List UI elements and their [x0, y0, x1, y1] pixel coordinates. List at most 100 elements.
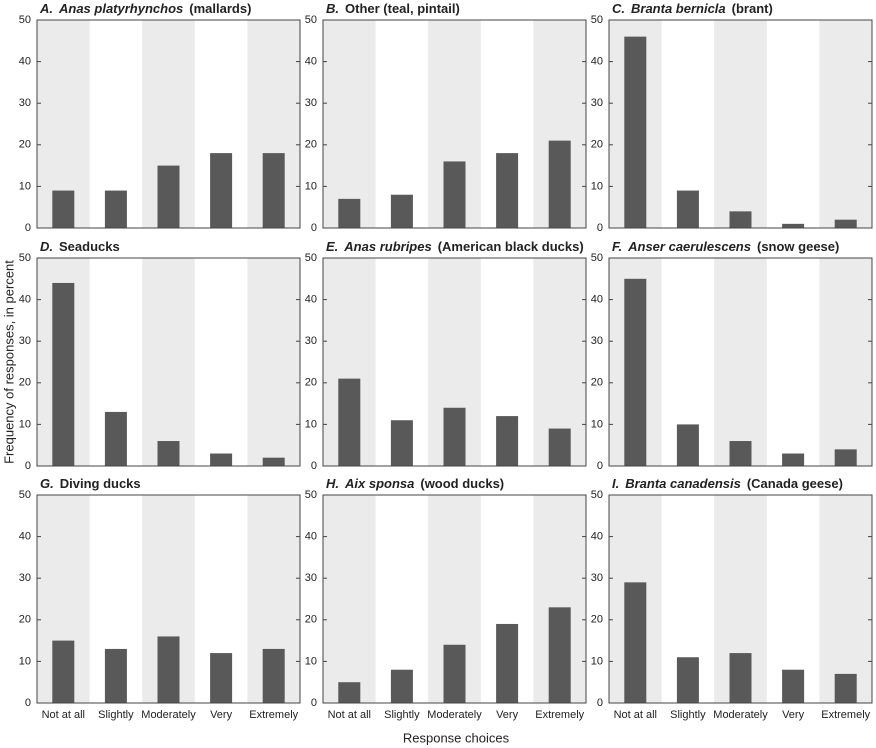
y-tick-label: 10	[305, 655, 317, 667]
bar	[676, 190, 699, 228]
bar	[624, 582, 647, 703]
plot-frame	[608, 494, 873, 704]
band-shade	[714, 258, 767, 466]
panel-title-part: Aix sponsa	[344, 476, 414, 491]
panel-label: F.	[612, 239, 622, 254]
panel-title-part: Anas platyrhynchos	[58, 1, 183, 16]
panel-label: I.	[612, 476, 619, 491]
panel-title: D. Seaducks	[40, 239, 120, 254]
panel-title-part: (snow geese)	[757, 239, 839, 254]
plot-frame	[608, 19, 873, 229]
y-tick-label: 20	[591, 139, 603, 151]
x-tick-label: Extremely	[249, 709, 298, 721]
y-tick-label: 50	[591, 252, 603, 264]
x-tick-label: Extremely	[535, 709, 584, 721]
y-tick-label: 20	[591, 614, 603, 626]
panel-label: G.	[40, 476, 54, 491]
y-tick-label: 50	[19, 252, 31, 264]
bar	[210, 453, 233, 466]
x-tick-label: Moderately	[427, 709, 482, 721]
bar	[624, 278, 647, 466]
y-tick-label: 0	[311, 222, 317, 234]
plot-frame	[322, 19, 587, 229]
y-tick-label: 40	[305, 294, 317, 306]
y-tick-label: 0	[597, 697, 603, 709]
x-tick-label: Moderately	[713, 709, 768, 721]
bar	[390, 669, 413, 703]
plot-frame	[322, 494, 587, 704]
bar	[390, 194, 413, 228]
panel-title-part: (Canada geese)	[747, 476, 843, 491]
band-shade	[323, 495, 376, 703]
y-tick-label: 10	[19, 655, 31, 667]
band-shade	[819, 495, 872, 703]
bar	[104, 648, 127, 703]
y-tick-label: 10	[19, 180, 31, 192]
panel-title-part: Branta bernicla	[631, 1, 726, 16]
bar	[443, 161, 466, 228]
y-tick-label: 20	[19, 139, 31, 151]
y-tick-label: 20	[305, 377, 317, 389]
panel-title-part: Other (teal, pintail)	[345, 1, 460, 16]
y-tick-label: 0	[25, 460, 31, 472]
bar	[782, 453, 805, 466]
bar	[262, 457, 285, 466]
bar	[52, 190, 75, 228]
panel-title: B. Other (teal, pintail)	[326, 1, 460, 16]
y-tick-label: 0	[597, 460, 603, 472]
bar	[624, 36, 647, 228]
panel-title-part: Diving ducks	[60, 476, 141, 491]
x-axis-label: Response choices	[403, 730, 510, 745]
panel-label: D.	[40, 239, 53, 254]
panel-label: A.	[39, 1, 53, 16]
panel-title-part: (mallards)	[189, 1, 251, 16]
y-tick-label: 30	[19, 335, 31, 347]
bar	[496, 153, 519, 228]
bar	[782, 669, 805, 703]
panel-title: F. Anser caerulescens (snow geese)	[612, 239, 839, 254]
y-tick-label: 20	[19, 377, 31, 389]
x-tick-label: Slightly	[98, 709, 134, 721]
bar	[390, 420, 413, 466]
panel-label: B.	[326, 1, 339, 16]
y-axis-label: Frequency of responses, in percent	[1, 260, 16, 464]
y-tick-label: 40	[305, 56, 317, 68]
bar	[52, 282, 75, 466]
y-tick-label: 10	[591, 418, 603, 430]
bar	[782, 223, 805, 228]
bar	[729, 441, 752, 466]
bar	[676, 424, 699, 466]
y-tick-label: 20	[19, 614, 31, 626]
panel-title: G. Diving ducks	[40, 476, 141, 491]
y-tick-label: 0	[597, 222, 603, 234]
panel-title-part: Branta canadensis	[625, 476, 741, 491]
band-shade	[819, 20, 872, 228]
x-tick-label: Very	[210, 709, 233, 721]
bar	[338, 682, 361, 703]
bar	[676, 657, 699, 703]
bar	[157, 165, 180, 228]
y-tick-label: 50	[305, 489, 317, 501]
plot-frame	[36, 19, 301, 229]
y-tick-label: 0	[25, 697, 31, 709]
panel-title: E. Anas rubripes (American black ducks)	[326, 239, 584, 254]
bar	[262, 648, 285, 703]
band-shade	[247, 258, 300, 466]
y-tick-label: 0	[25, 222, 31, 234]
x-tick-label: Extremely	[821, 709, 870, 721]
y-tick-label: 30	[305, 335, 317, 347]
y-tick-label: 40	[305, 531, 317, 543]
plot-frame	[36, 494, 301, 704]
bar	[157, 441, 180, 466]
panel-label: H.	[326, 476, 339, 491]
panel-title: A. Anas platyrhynchos (mallards)	[39, 1, 251, 16]
y-tick-label: 20	[305, 614, 317, 626]
x-tick-label: Moderately	[141, 709, 196, 721]
y-tick-label: 50	[591, 489, 603, 501]
panel-title-part: Seaducks	[59, 239, 120, 254]
band-shade	[819, 258, 872, 466]
x-tick-label: Very	[782, 709, 805, 721]
y-tick-label: 30	[305, 97, 317, 109]
band-shade	[714, 20, 767, 228]
y-tick-label: 50	[19, 489, 31, 501]
